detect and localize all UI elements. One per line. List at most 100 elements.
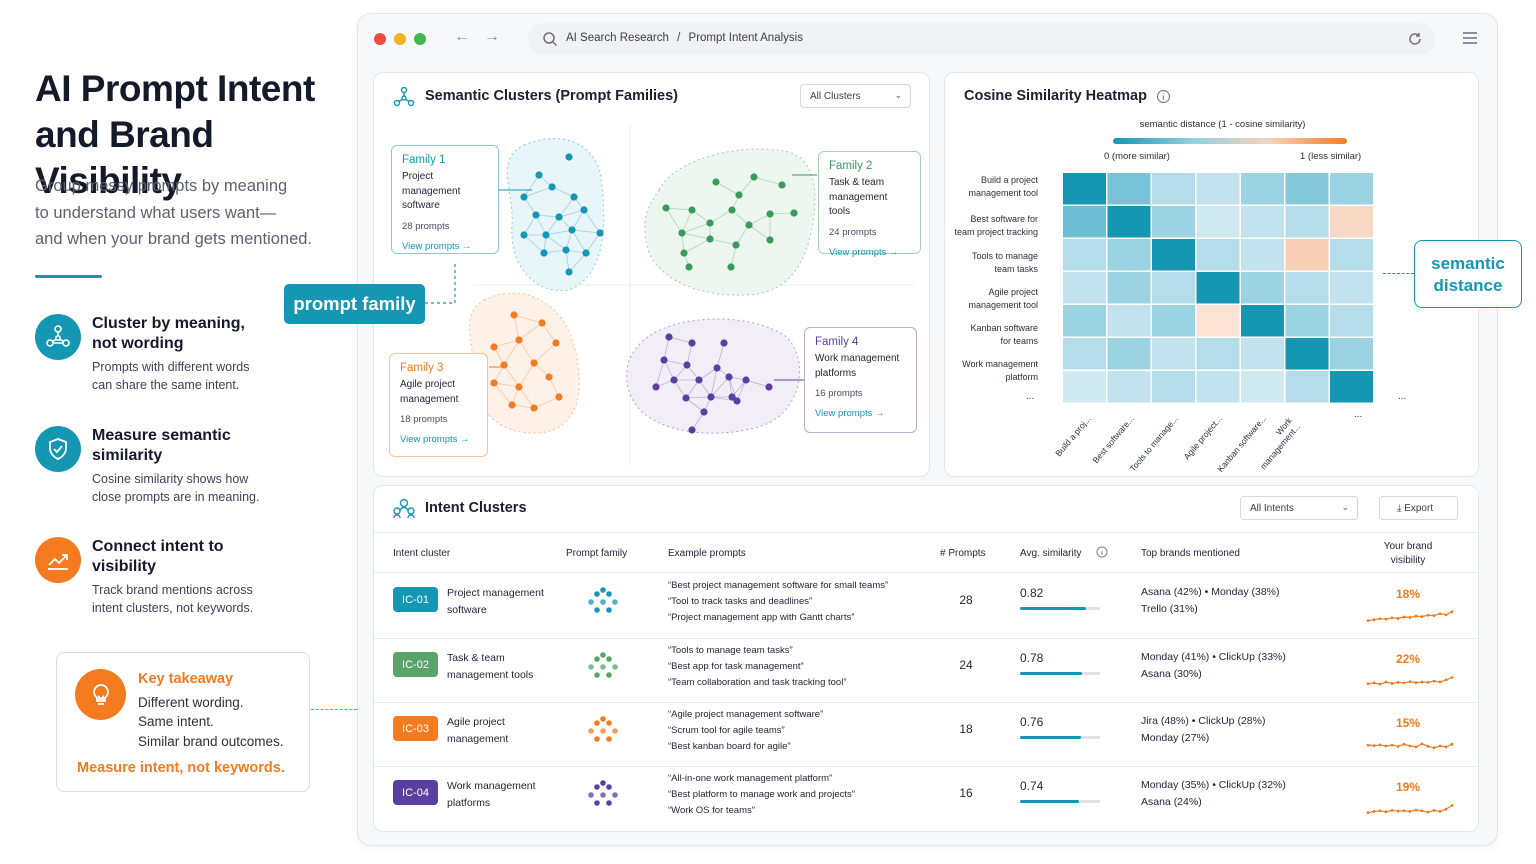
cluster-point[interactable] [670, 376, 678, 384]
cluster-point[interactable] [778, 181, 786, 189]
cluster-point[interactable] [540, 249, 548, 257]
cluster-point[interactable] [565, 153, 573, 161]
cluster-point[interactable] [713, 364, 721, 372]
col-header-avg-similarity[interactable]: Avg. similarity [1020, 548, 1082, 559]
cluster-point[interactable] [548, 183, 556, 191]
cluster-point[interactable] [732, 241, 740, 249]
heatmap-cell[interactable] [1107, 239, 1151, 271]
cluster-point[interactable] [725, 373, 733, 381]
cluster-point[interactable] [555, 393, 563, 401]
family-card-3[interactable]: Family 3 Agile project management 18 prom… [389, 353, 488, 457]
cluster-point[interactable] [790, 209, 798, 217]
reload-icon[interactable] [1407, 31, 1423, 47]
cluster-point[interactable] [500, 361, 508, 369]
cluster-point[interactable] [515, 336, 523, 344]
heatmap-cell[interactable] [1330, 173, 1373, 205]
heatmap-cell[interactable] [1330, 305, 1373, 337]
cluster-point[interactable] [552, 339, 560, 347]
cluster-point[interactable] [580, 206, 588, 214]
close-dot[interactable] [374, 33, 386, 45]
cluster-point[interactable] [733, 397, 741, 405]
cluster-point[interactable] [720, 339, 728, 347]
heatmap-cell[interactable] [1196, 338, 1240, 370]
cluster-point[interactable] [766, 210, 774, 218]
info-icon[interactable] [1156, 89, 1171, 104]
col-header-brand-visibility[interactable]: Your brand visibility [1383, 541, 1433, 566]
heatmap-cell[interactable] [1063, 338, 1106, 370]
heatmap-cell[interactable] [1152, 206, 1195, 238]
cluster-point[interactable] [706, 219, 714, 227]
cluster-point[interactable] [570, 193, 578, 201]
heatmap-cell[interactable] [1152, 371, 1195, 403]
heatmap-cell[interactable] [1285, 173, 1329, 205]
cluster-point[interactable] [765, 383, 773, 391]
heatmap-cell[interactable] [1196, 239, 1240, 271]
col-header-top-brands[interactable]: Top brands mentioned [1141, 548, 1240, 559]
cluster-point[interactable] [562, 246, 570, 254]
heatmap-cell[interactable] [1330, 338, 1373, 370]
heatmap-cell[interactable] [1196, 272, 1240, 304]
cluster-point[interactable] [688, 206, 696, 214]
heatmap-cell[interactable] [1107, 272, 1151, 304]
heatmap-cell[interactable] [1152, 305, 1195, 337]
col-header-prompts[interactable]: # Prompts [940, 548, 986, 559]
heatmap-cell[interactable] [1107, 338, 1151, 370]
heatmap-cell[interactable] [1063, 173, 1106, 205]
view-prompts-link[interactable]: View prompts → [829, 246, 899, 258]
cluster-point[interactable] [532, 211, 540, 219]
cluster-point[interactable] [695, 376, 703, 384]
heatmap-cell[interactable] [1241, 338, 1284, 370]
heatmap-cell[interactable] [1152, 272, 1195, 304]
heatmap-cell[interactable] [1285, 206, 1329, 238]
cluster-point[interactable] [565, 268, 573, 276]
heatmap-cell[interactable] [1285, 272, 1329, 304]
cluster-point[interactable] [712, 178, 720, 186]
heatmap-cell[interactable] [1196, 173, 1240, 205]
family-card-2[interactable]: Family 2 Task & team management tools 24 … [818, 151, 921, 258]
cluster-point[interactable] [596, 229, 604, 237]
heatmap-cell[interactable] [1063, 206, 1106, 238]
cluster-point[interactable] [688, 426, 696, 434]
breadcrumb-item[interactable]: Prompt Intent Analysis [688, 32, 803, 44]
col-header-example-prompts[interactable]: Example prompts [668, 548, 746, 559]
heatmap-cell[interactable] [1330, 206, 1373, 238]
clusters-filter-dropdown[interactable]: All Clusters ⌄ [800, 84, 911, 108]
heatmap-cell[interactable] [1063, 305, 1106, 337]
forward-arrow-icon[interactable]: → [484, 28, 500, 45]
heatmap-cell[interactable] [1196, 206, 1240, 238]
heatmap-cell[interactable] [1107, 371, 1151, 403]
cluster-point[interactable] [530, 404, 538, 412]
heatmap-cell[interactable] [1107, 305, 1151, 337]
hamburger-menu-icon[interactable] [1462, 31, 1478, 45]
cluster-point[interactable] [706, 235, 714, 243]
address-bar[interactable]: AI Search Research / Prompt Intent Analy… [528, 23, 1435, 55]
heatmap-cell[interactable] [1241, 239, 1284, 271]
view-prompts-link[interactable]: View prompts → [815, 408, 885, 419]
family-card-4[interactable]: Family 4 Work management platforms 16 pro… [804, 327, 917, 433]
cluster-point[interactable] [530, 359, 538, 367]
cluster-point[interactable] [700, 408, 708, 416]
cluster-point[interactable] [490, 379, 498, 387]
heatmap-cell[interactable] [1241, 305, 1284, 337]
cluster-point[interactable] [652, 383, 660, 391]
col-header-intent-cluster[interactable]: Intent cluster [393, 548, 451, 559]
cluster-point[interactable] [555, 213, 563, 221]
cluster-point[interactable] [685, 263, 693, 271]
heatmap-cell[interactable] [1330, 239, 1373, 271]
cluster-point[interactable] [545, 373, 553, 381]
cluster-point[interactable] [520, 193, 528, 201]
cluster-point[interactable] [538, 319, 546, 327]
cluster-point[interactable] [665, 333, 673, 341]
heatmap-cell[interactable] [1063, 239, 1106, 271]
view-prompts-link[interactable]: View prompts → [402, 240, 472, 252]
cluster-point[interactable] [683, 361, 691, 369]
info-icon[interactable] [1096, 546, 1108, 558]
cluster-point[interactable] [707, 393, 715, 401]
heatmap-cell[interactable] [1241, 371, 1284, 403]
export-button[interactable]: ⤓ Export [1379, 496, 1458, 520]
heatmap-cell[interactable] [1107, 173, 1151, 205]
cluster-point[interactable] [520, 231, 528, 239]
heatmap-cell[interactable] [1152, 338, 1195, 370]
cluster-point[interactable] [582, 249, 590, 257]
cluster-point[interactable] [515, 383, 523, 391]
